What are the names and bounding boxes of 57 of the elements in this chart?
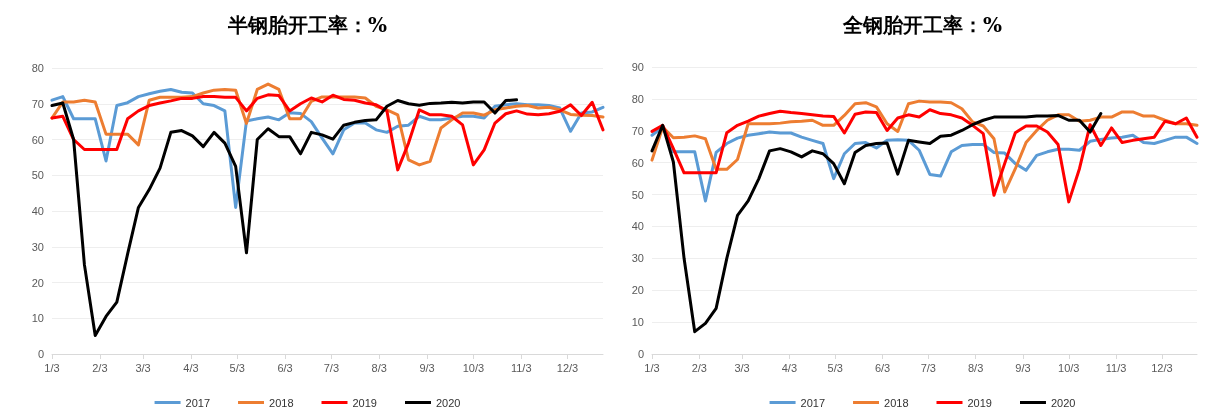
legend-label: 2019 bbox=[967, 396, 992, 409]
x-tick-label: 2/3 bbox=[691, 361, 707, 374]
x-tick-label: 3/3 bbox=[734, 361, 750, 374]
y-tick-label: 60 bbox=[31, 133, 44, 146]
legend-label: 2018 bbox=[269, 396, 294, 409]
line-series bbox=[50, 93, 605, 172]
x-tick-label: 6/3 bbox=[277, 361, 293, 374]
line-series bbox=[50, 98, 519, 337]
y-tick-label: 50 bbox=[31, 169, 44, 182]
x-tick-label: 12/3 bbox=[556, 361, 579, 374]
x-tick-label: 3/3 bbox=[135, 361, 151, 374]
y-tick-label: 90 bbox=[631, 61, 644, 73]
x-tick-label: 2/3 bbox=[92, 361, 108, 374]
y-tick-label: 10 bbox=[631, 316, 644, 329]
x-tick-label: 5/3 bbox=[229, 361, 245, 374]
line-series bbox=[650, 112, 1103, 334]
x-tick-label: 8/3 bbox=[967, 361, 984, 374]
y-tick-label: 40 bbox=[631, 220, 644, 233]
y-tick-label: 50 bbox=[631, 188, 644, 201]
x-tick-label: 11/3 bbox=[510, 361, 532, 374]
x-tick-label: 4/3 bbox=[781, 361, 798, 374]
x-tick-label: 10/3 bbox=[462, 361, 485, 374]
x-tick-label: 4/3 bbox=[183, 361, 199, 374]
y-tick-label: 70 bbox=[631, 124, 644, 137]
x-tick-label: 7/3 bbox=[323, 361, 340, 374]
legend-label: 2017 bbox=[185, 396, 211, 409]
y-tick-label: 30 bbox=[31, 240, 44, 253]
legend-label: 2018 bbox=[884, 396, 909, 409]
x-tick-label: 5/3 bbox=[827, 361, 843, 374]
chart-title: 半钢胎开工率：% bbox=[226, 13, 388, 37]
legend-label: 2020 bbox=[435, 396, 461, 409]
y-tick-label: 20 bbox=[31, 276, 44, 289]
y-tick-label: 0 bbox=[637, 348, 644, 360]
x-tick-label: 1/3 bbox=[44, 361, 60, 374]
x-tick-label: 1/3 bbox=[644, 361, 660, 374]
line-series bbox=[650, 108, 1199, 204]
y-tick-label: 0 bbox=[37, 348, 44, 360]
y-tick-label: 60 bbox=[631, 156, 644, 169]
legend-label: 2017 bbox=[800, 396, 826, 409]
x-tick-label: 6/3 bbox=[874, 361, 891, 374]
x-tick-label: 10/3 bbox=[1058, 361, 1080, 374]
x-tick-label: 9/3 bbox=[419, 361, 435, 374]
legend-label: 2019 bbox=[352, 396, 377, 409]
y-tick-label: 70 bbox=[31, 97, 44, 110]
y-tick-label: 20 bbox=[631, 284, 644, 297]
y-tick-label: 40 bbox=[31, 205, 44, 217]
x-tick-label: 8/3 bbox=[371, 361, 387, 374]
x-tick-label: 12/3 bbox=[1151, 361, 1173, 374]
x-tick-label: 11/3 bbox=[1105, 361, 1127, 374]
legend-label: 2020 bbox=[1050, 396, 1076, 409]
y-tick-label: 30 bbox=[631, 252, 644, 265]
y-tick-label: 80 bbox=[31, 62, 44, 74]
y-tick-label: 10 bbox=[31, 312, 44, 325]
chart-title: 全钢胎开工率：% bbox=[841, 13, 1003, 37]
x-tick-label: 9/3 bbox=[1015, 361, 1031, 374]
y-tick-label: 80 bbox=[631, 92, 644, 105]
x-tick-label: 7/3 bbox=[920, 361, 936, 374]
